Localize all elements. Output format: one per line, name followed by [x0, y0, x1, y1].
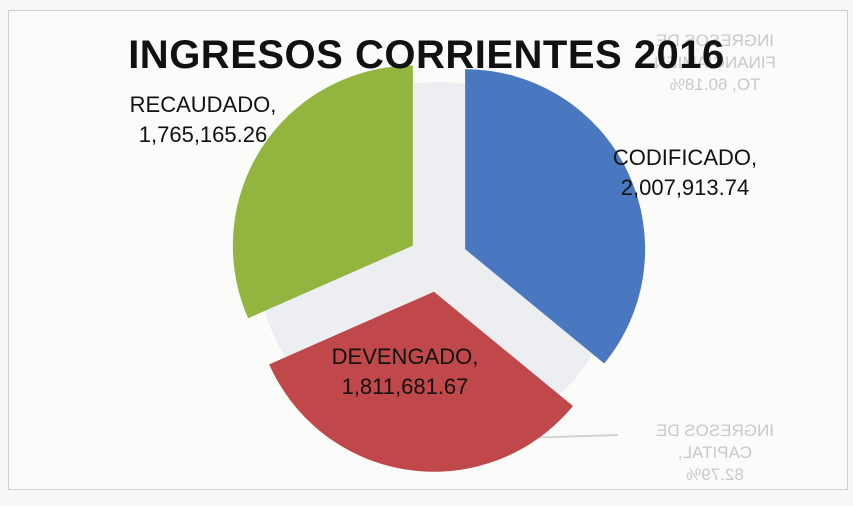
chart-title: INGRESOS CORRIENTES 2016 — [128, 33, 725, 77]
category-label: RECAUDADO, — [129, 92, 277, 117]
pie-slice-codificado — [465, 69, 646, 364]
data-label-recaudado: RECAUDADO, 1,765,165.26 — [118, 90, 288, 150]
pie-slice-devengado — [269, 291, 573, 472]
category-label: DEVENGADO, — [331, 344, 479, 369]
category-label: CODIFICADO, — [612, 145, 758, 170]
value-label: 2,007,913.74 — [620, 175, 750, 200]
pie-slice-recaudado — [232, 65, 413, 319]
value-label: 1,765,165.26 — [138, 122, 268, 147]
data-label-devengado: DEVENGADO, 1,811,681.67 — [320, 342, 490, 402]
data-label-codificado: CODIFICADO, 2,007,913.74 — [600, 143, 770, 203]
value-label: 1,811,681.67 — [341, 374, 469, 399]
